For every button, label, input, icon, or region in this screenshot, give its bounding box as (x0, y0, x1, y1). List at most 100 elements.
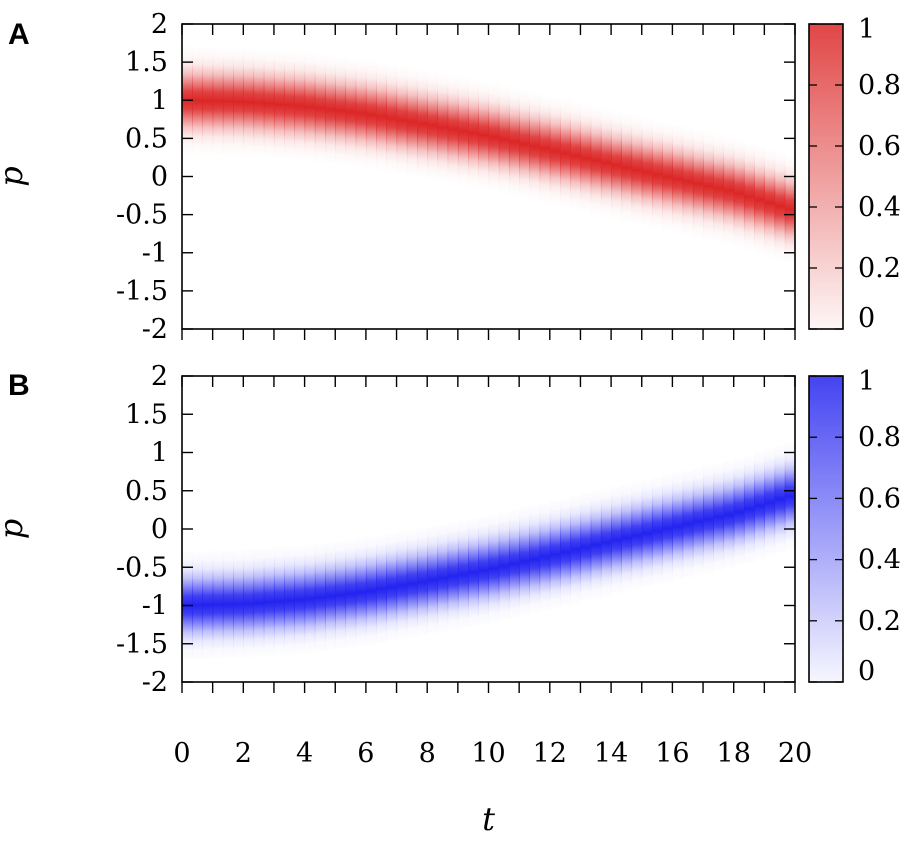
heatmap-column (631, 481, 643, 590)
y-tick-label: -1 (142, 591, 168, 622)
colorbar-b: 0 0.2 0.4 0.6 0.8 1 (808, 366, 901, 687)
y-axis-title: p (0, 166, 30, 186)
heatmap-column (376, 535, 387, 643)
heatmap-column (457, 520, 469, 629)
y-tick-label: 0 (151, 162, 168, 193)
y-tick-label: 1.5 (125, 47, 168, 78)
y-tick-label: -1.5 (116, 629, 168, 660)
heatmap-column (764, 149, 776, 257)
heatmap-column (590, 491, 602, 599)
heatmap-column (314, 543, 326, 652)
heatmap-column (437, 73, 449, 182)
x-tick-label: 12 (533, 738, 567, 769)
x-tick-label: 6 (357, 738, 374, 769)
heatmap-column (212, 550, 224, 659)
heatmap-column (498, 85, 510, 194)
heatmap-a (182, 46, 795, 263)
heatmap-column (733, 458, 745, 566)
heatmap-column (621, 114, 633, 222)
heatmap-column (396, 66, 408, 174)
colorbar-gradient (808, 23, 844, 330)
heatmap-column (365, 536, 377, 645)
y-tick-label: 0.5 (125, 476, 168, 507)
heatmap-column (539, 503, 551, 611)
y-axis-title: p (0, 519, 30, 539)
x-tick-label: 8 (419, 738, 436, 769)
heatmap-column (447, 75, 459, 184)
heatmap-column (743, 455, 755, 563)
heatmap-column (243, 48, 255, 156)
heatmap-column (590, 107, 602, 215)
colorbar-tick-label: 0 (858, 656, 875, 687)
heatmap-column (222, 47, 234, 156)
heatmap-column (396, 531, 408, 640)
heatmap-column (621, 483, 633, 592)
heatmap-column (723, 136, 735, 245)
heatmap-column (304, 544, 316, 653)
heatmap-column (529, 505, 541, 614)
heatmap-column (478, 81, 490, 189)
heatmap-column (488, 514, 500, 623)
x-tick-label: 10 (471, 738, 505, 769)
plot-frame-b (181, 375, 796, 683)
heatmap-column (682, 470, 694, 578)
heatmap-column (192, 551, 204, 659)
colorbar-tick-label: 0 (858, 303, 875, 334)
heatmap-column (355, 59, 367, 168)
heatmap-column (233, 47, 244, 156)
heatmap-column (570, 495, 582, 604)
y-tick-label: -2 (142, 667, 168, 698)
panel-a: A -2 -1.5 -1 -0.5 0 0.5 1 1.5 2 p 0 0.2 0.4 0.6 0.8 1 (0, 9, 901, 345)
colorbar-tick-label: 0.2 (858, 606, 901, 637)
heatmap-column (345, 58, 357, 166)
heatmap-column (529, 92, 541, 201)
x-tick-label: 0 (173, 738, 190, 769)
panel-label-b: B (8, 369, 30, 402)
heatmap-column (662, 474, 673, 583)
y-tick-label: 1 (151, 85, 168, 116)
colorbar-gradient (808, 375, 844, 683)
heatmap-column (294, 545, 306, 654)
y-tick-label: 2 (151, 9, 168, 40)
heatmap-column (651, 120, 663, 229)
heatmap-column (713, 463, 725, 571)
y-tick-label: 1.5 (125, 399, 168, 430)
heatmap-column (774, 445, 786, 554)
y-tick-label: 0.5 (125, 123, 168, 154)
heatmap-column (314, 54, 326, 162)
heatmap-column (325, 55, 336, 164)
heatmap-column (508, 509, 520, 618)
y-tick-label: 2 (151, 361, 168, 392)
plot-frame-a (181, 23, 796, 330)
heatmap-column (253, 49, 265, 157)
heatmap-column (457, 77, 469, 185)
heatmap-column (570, 102, 582, 210)
heatmap-column (427, 71, 439, 180)
heatmap-column (611, 111, 622, 220)
panel-label-a: A (8, 18, 30, 51)
heatmap-b (182, 442, 795, 660)
heatmap-column (560, 99, 571, 208)
heatmap-column (723, 460, 735, 569)
colorbar-tick-label: 1 (858, 14, 875, 45)
y-tick-label: -1 (142, 238, 168, 269)
heatmap-column (243, 549, 255, 658)
heatmap-column (202, 47, 214, 155)
heatmap-column (733, 139, 745, 248)
heatmap-column (784, 155, 795, 263)
colorbar-tick-label: 0.6 (858, 131, 901, 162)
heatmap-column (284, 51, 295, 159)
heatmap-column (447, 522, 459, 631)
heatmap-column (335, 541, 347, 649)
colorbar-tick-label: 0.8 (858, 422, 901, 453)
heatmap-column (672, 125, 684, 233)
heatmap-column (498, 512, 510, 620)
colorbar-a: 0 0.2 0.4 0.6 0.8 1 (808, 14, 901, 334)
x-tick-label: 4 (296, 738, 313, 769)
heatmap-column (662, 123, 673, 231)
axis-labels-b: -2-1.5-1-0.500.511.5202468101214161820tp (0, 361, 812, 838)
y-tick-label: -2 (142, 314, 168, 345)
x-tick-label: 14 (594, 738, 628, 769)
heatmap-column (519, 507, 530, 616)
